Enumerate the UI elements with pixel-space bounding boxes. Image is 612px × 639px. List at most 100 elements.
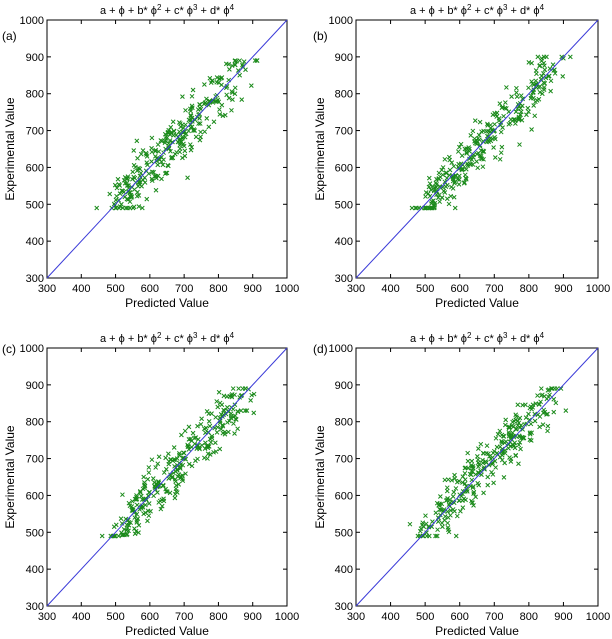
data-point — [134, 502, 140, 508]
y-tick-label: 700 — [26, 126, 44, 138]
data-point — [223, 61, 229, 67]
data-point — [538, 76, 544, 82]
data-point — [477, 119, 483, 125]
data-point — [199, 416, 204, 422]
data-point — [242, 408, 248, 414]
x-tick-label: 600 — [141, 611, 159, 623]
y-tick-label: 400 — [335, 564, 353, 576]
data-point — [409, 205, 415, 211]
x-tick-label: 400 — [381, 611, 399, 623]
data-point — [526, 60, 532, 65]
x-tick-label: 600 — [451, 283, 469, 295]
x-tick-label: 600 — [141, 283, 159, 295]
data-point — [132, 175, 138, 181]
data-point — [217, 112, 223, 117]
data-point — [461, 180, 467, 186]
data-point — [487, 454, 492, 459]
data-point — [514, 94, 520, 100]
data-point — [407, 521, 413, 527]
data-point — [520, 96, 525, 102]
title-part: a + — [410, 5, 429, 17]
data-point — [517, 142, 522, 147]
data-point — [146, 465, 152, 470]
data-point — [197, 446, 202, 452]
title-part: a + — [410, 333, 429, 345]
data-point — [155, 461, 161, 467]
data-point — [149, 149, 155, 155]
data-point — [206, 418, 212, 424]
data-point — [528, 93, 534, 99]
title-part: 2 — [157, 331, 162, 340]
y-tick-label: 800 — [335, 417, 353, 429]
data-point — [128, 520, 134, 526]
data-point — [180, 94, 185, 100]
data-point — [464, 161, 470, 167]
data-point — [163, 136, 169, 142]
data-point — [512, 117, 518, 122]
data-point — [192, 128, 198, 133]
data-point — [429, 184, 435, 189]
data-point — [422, 205, 428, 211]
data-point — [483, 128, 489, 134]
panel-title: a + ϕ + b* ϕ2 + c* ϕ3 + d* ϕ4 — [100, 3, 235, 18]
data-point — [433, 533, 438, 539]
data-point — [181, 141, 186, 147]
data-point — [241, 59, 247, 65]
data-point — [228, 415, 234, 421]
x-tick-label: 800 — [209, 283, 227, 295]
data-point — [518, 109, 524, 115]
scatter-panel: 300 400 500 600 700 800 900 1000 300 400 500 600 700… — [313, 331, 610, 639]
y-tick-label: 900 — [335, 380, 353, 392]
data-point — [449, 160, 455, 165]
data-point — [183, 107, 188, 113]
data-point — [423, 513, 428, 519]
data-point — [210, 78, 215, 83]
data-point — [163, 466, 169, 472]
data-point — [161, 496, 166, 502]
title-part: + c* — [471, 5, 496, 17]
data-point — [107, 191, 113, 197]
title-part: ϕ — [119, 333, 125, 345]
data-point — [182, 153, 188, 159]
data-point — [149, 145, 154, 151]
x-tick-label: 700 — [485, 283, 503, 295]
data-point — [168, 124, 174, 130]
data-point — [171, 128, 177, 134]
x-tick-label: 300 — [38, 283, 56, 295]
data-point — [221, 412, 226, 418]
data-point — [160, 162, 166, 168]
data-point — [467, 148, 472, 154]
data-point — [513, 109, 519, 115]
data-point — [189, 463, 195, 469]
data-point — [453, 486, 459, 491]
data-point — [465, 458, 471, 464]
data-point — [461, 496, 467, 502]
data-point — [249, 392, 255, 398]
data-point — [489, 469, 494, 475]
data-point — [523, 402, 528, 408]
data-point — [116, 182, 122, 187]
title-part: + b* — [435, 333, 461, 345]
data-point — [514, 426, 519, 432]
data-point — [163, 455, 168, 461]
data-point — [463, 465, 468, 471]
data-point — [459, 153, 465, 158]
data-point — [151, 169, 156, 175]
data-point — [179, 432, 184, 438]
data-point — [217, 400, 223, 406]
y-tick-label: 600 — [26, 490, 44, 502]
data-point — [561, 55, 566, 61]
data-point — [546, 394, 551, 400]
data-point — [202, 129, 208, 135]
data-point — [442, 477, 448, 483]
title-part: + b* — [435, 5, 461, 17]
x-axis-label: Predicted Value — [125, 624, 209, 638]
data-point — [414, 205, 419, 211]
data-point — [208, 440, 214, 445]
data-point — [146, 513, 152, 519]
data-point — [117, 204, 123, 209]
data-point — [119, 188, 125, 194]
data-point — [205, 444, 211, 449]
data-point — [546, 73, 552, 79]
